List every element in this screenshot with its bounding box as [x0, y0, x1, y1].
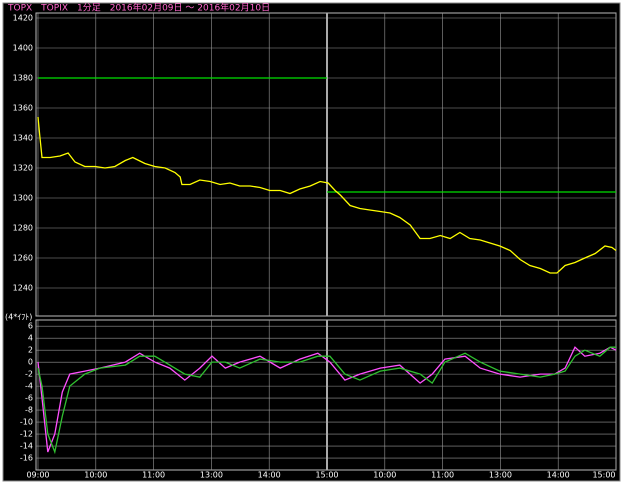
- window: [2, 2, 621, 482]
- y-tick-label: -16: [20, 454, 33, 463]
- x-tick-label: 09:00: [26, 471, 49, 480]
- chart-title: TOPX TOPIX 1分足 2016年02月09日 ～ 2016年02月10日: [7, 2, 270, 14]
- x-tick-label: 11:00: [431, 471, 454, 480]
- x-tick-label: 11:00: [142, 471, 165, 480]
- y-tick-label: 1420: [13, 14, 33, 23]
- y-tick-label: 2: [28, 346, 33, 355]
- y-tick-label: -8: [25, 406, 33, 415]
- y-tick-label: 1400: [13, 44, 33, 53]
- y-tick-label: -6: [25, 394, 33, 403]
- y-tick-label: 1240: [13, 284, 33, 293]
- y-tick-label: -4: [25, 382, 33, 391]
- y-tick-label: -14: [20, 442, 33, 451]
- price-line: [37, 346, 616, 455]
- y-tick-label: 1320: [13, 164, 33, 173]
- y-tick-label: 1360: [13, 104, 33, 113]
- x-tick-label: 13:00: [200, 471, 223, 480]
- price-line: [37, 116, 617, 274]
- x-tick-label: 10:00: [84, 471, 107, 480]
- y-tick-label: 1300: [13, 194, 33, 203]
- y-tick-label: 1380: [13, 74, 33, 83]
- y-axis-label: (4*ｲﾌﾄ): [5, 313, 32, 322]
- y-tick-label: 1340: [13, 134, 33, 143]
- x-tick-label: 15:00: [315, 471, 338, 480]
- y-tick-label: 1260: [13, 254, 33, 263]
- y-tick-label: 0: [28, 358, 33, 367]
- y-tick-label: 4: [28, 334, 33, 343]
- y-tick-label: 6: [28, 322, 33, 331]
- y-tick-label: -10: [20, 418, 33, 427]
- x-tick-label: 15:00: [592, 471, 615, 480]
- price-line: [37, 346, 617, 453]
- y-tick-label: -2: [25, 370, 33, 379]
- y-tick-label: -12: [20, 430, 33, 439]
- x-tick-label: 10:00: [373, 471, 396, 480]
- x-tick-label: 14:00: [547, 471, 570, 480]
- x-tick-label: 14:00: [258, 471, 281, 480]
- y-tick-label: 1280: [13, 224, 33, 233]
- x-tick-label: 13:00: [489, 471, 512, 480]
